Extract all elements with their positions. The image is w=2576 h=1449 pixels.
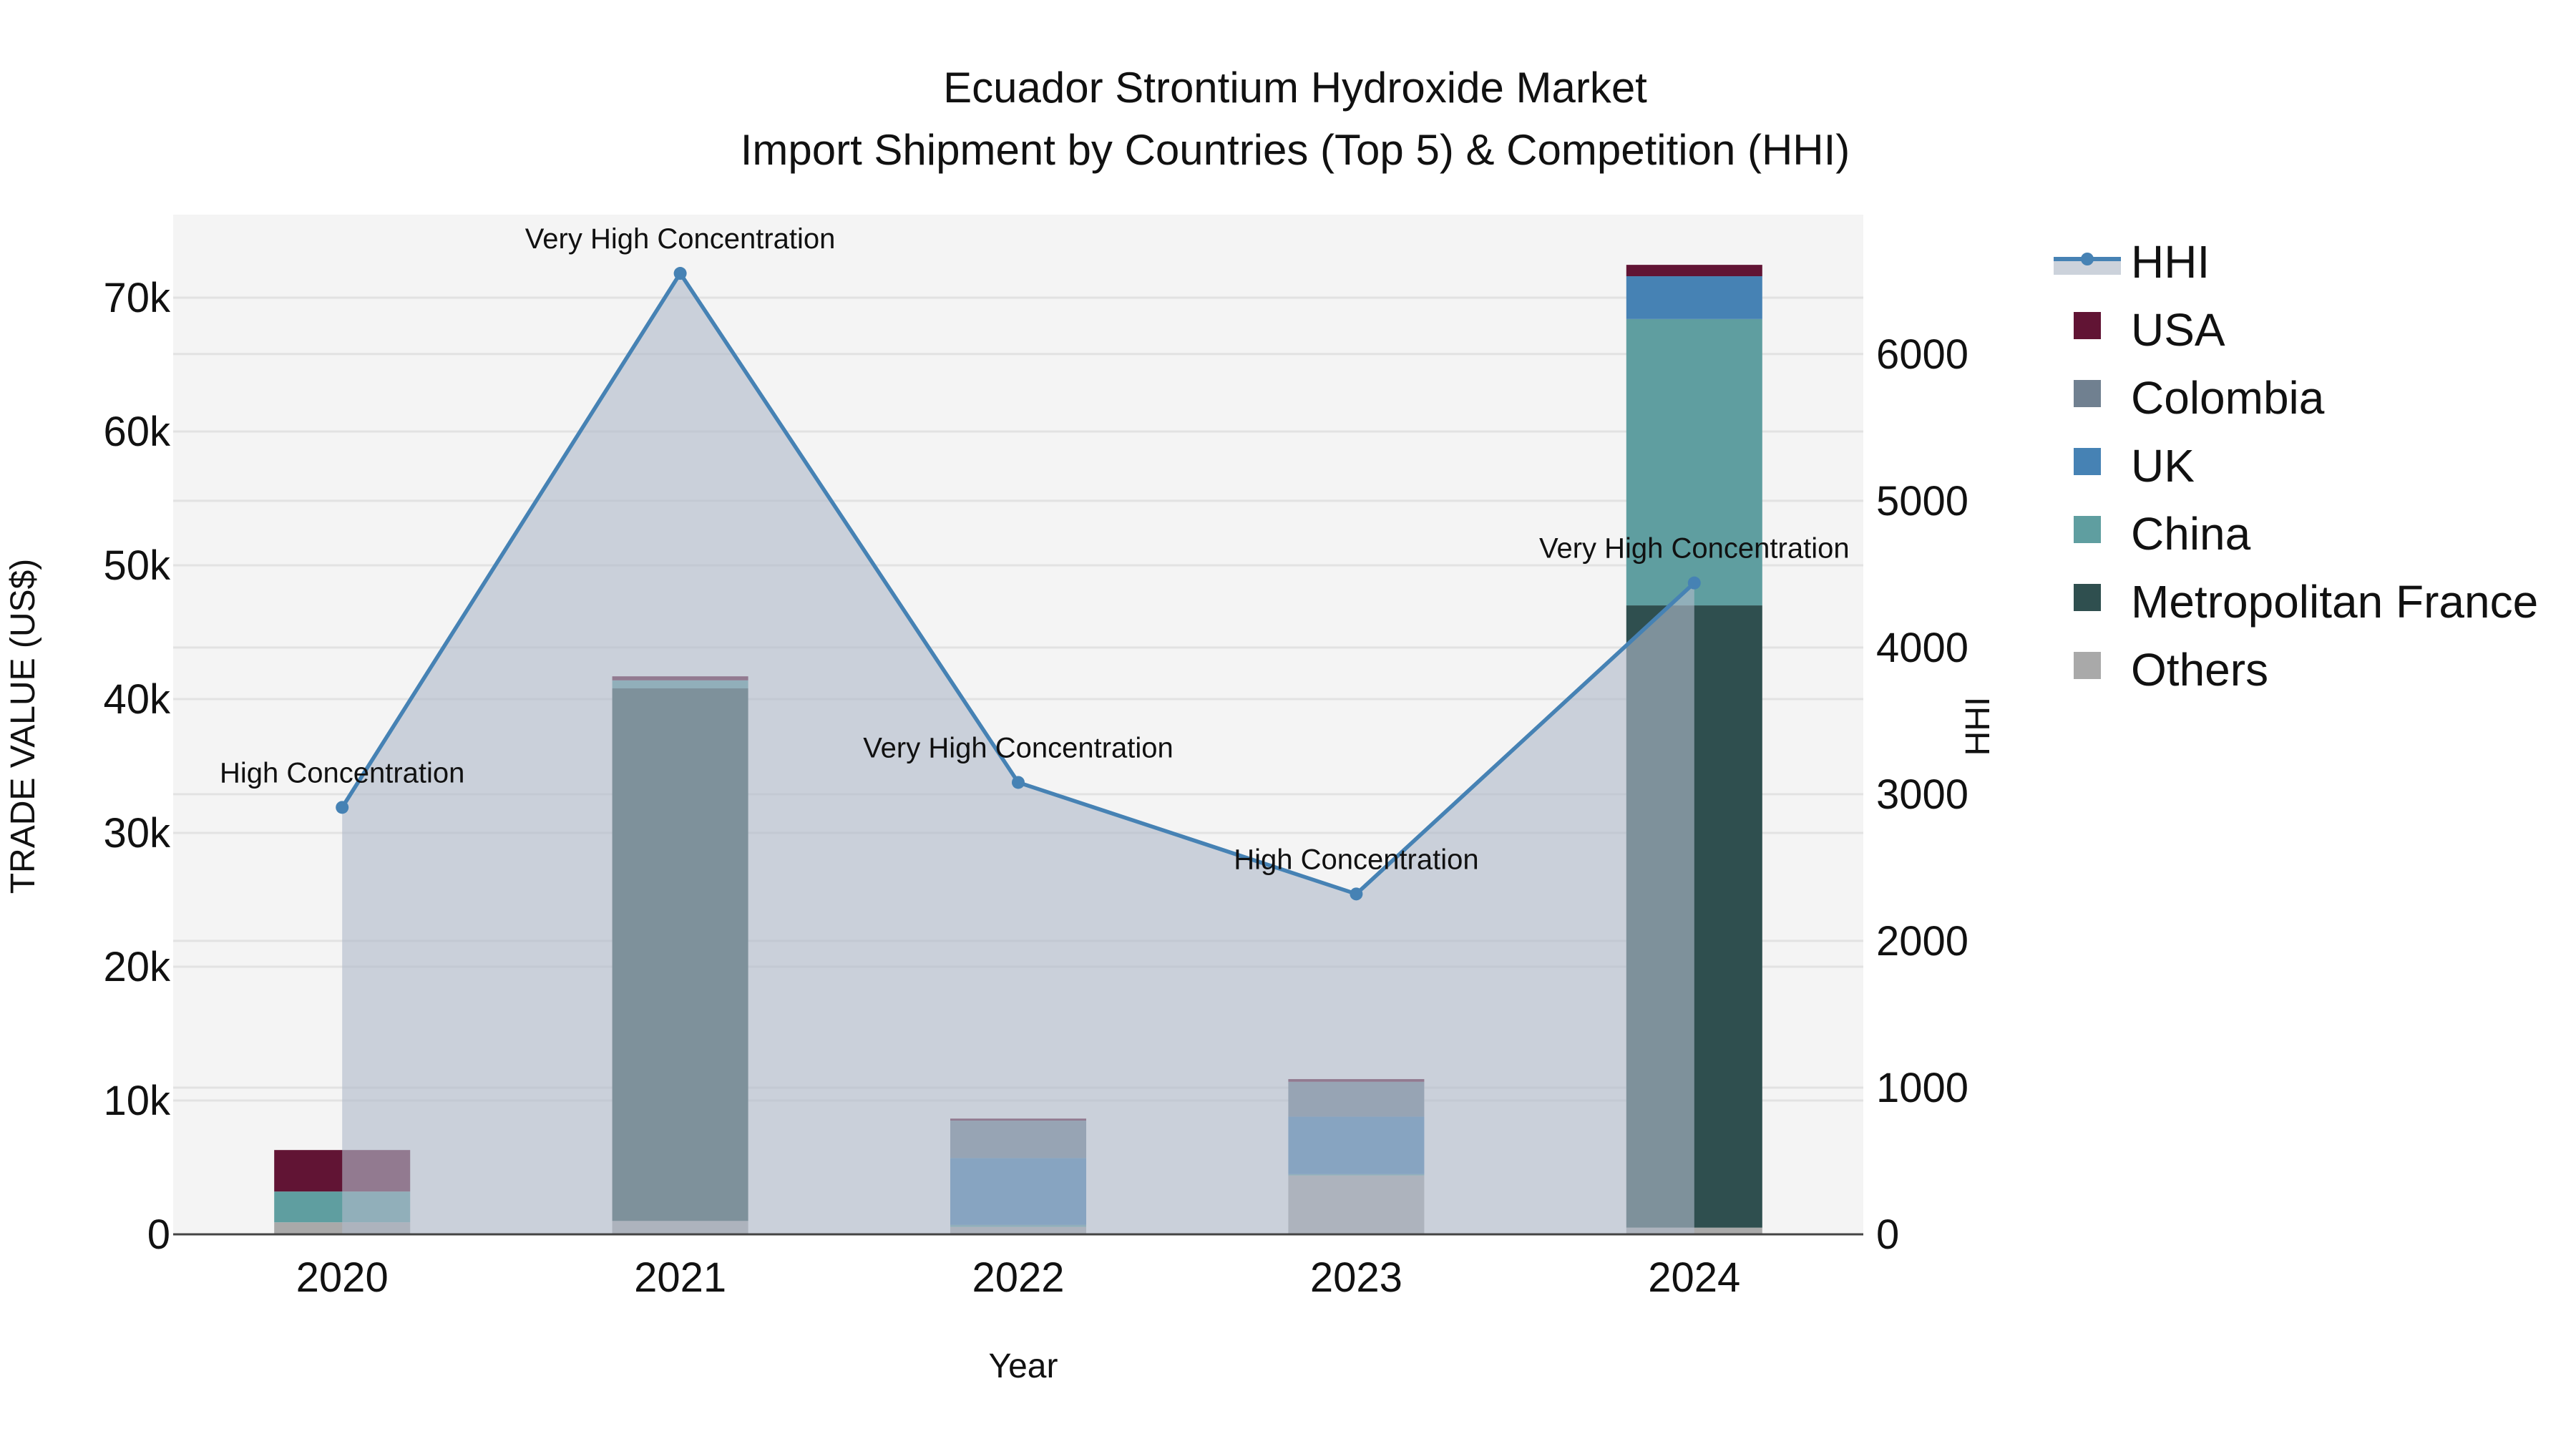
legend-swatch-icon (2074, 312, 2101, 339)
legend-swatch-icon (2074, 516, 2101, 543)
x-axis-title: Year (989, 1347, 1058, 1385)
y-axis-ticks: 0 10k 20k 30k 40k 50k 60k 70k (103, 275, 171, 1258)
legend-item-usa[interactable]: USA (2074, 304, 2225, 356)
hhi-annotation: High Concentration (1234, 844, 1478, 875)
legend-label: China (2131, 508, 2251, 560)
x-tick-label: 2023 (1310, 1254, 1402, 1301)
chart-title-line2: Import Shipment by Countries (Top 5) & C… (741, 126, 1850, 174)
y2-tick-label: 4000 (1876, 625, 1968, 671)
legend-item-hhi[interactable]: HHI (2054, 236, 2210, 288)
hhi-point[interactable] (336, 801, 349, 814)
y2-tick-label: 6000 (1876, 331, 1968, 378)
legend-label: Others (2131, 644, 2268, 696)
hhi-annotation: High Concentration (220, 757, 464, 789)
legend: HHI USA Colombia UK China Metropolitan France… (2054, 236, 2538, 696)
hhi-area (342, 273, 1694, 1234)
hhi-point[interactable] (1012, 776, 1025, 789)
legend-label: UK (2131, 440, 2195, 492)
y2-tick-label: 5000 (1876, 478, 1968, 525)
y2-tick-label: 1000 (1876, 1065, 1968, 1111)
chart-title-line1: Ecuador Strontium Hydroxide Market (943, 64, 1647, 112)
legend-item-uk[interactable]: UK (2074, 440, 2195, 492)
legend-label: Colombia (2131, 372, 2325, 424)
hhi-annotations: High Concentration Very High Concentratio… (220, 223, 1850, 875)
legend-item-colombia[interactable]: Colombia (2074, 372, 2325, 424)
y2-axis-title: HHI (1959, 697, 1997, 756)
x-tick-label: 2022 (972, 1254, 1064, 1301)
bar-segment-china[interactable] (1626, 318, 1762, 606)
y-tick-label: 70k (103, 275, 171, 321)
legend-swatch-icon (2074, 584, 2101, 611)
x-tick-label: 2021 (634, 1254, 726, 1301)
bar-segment-usa[interactable] (1626, 265, 1762, 277)
y-tick-label: 60k (103, 409, 171, 455)
hhi-line (336, 267, 1701, 901)
legend-swatch-icon (2074, 652, 2101, 679)
y-tick-label: 10k (103, 1078, 171, 1124)
hhi-point[interactable] (1687, 576, 1701, 590)
y2-tick-label: 0 (1876, 1211, 1899, 1258)
legend-item-others[interactable]: Others (2074, 644, 2268, 696)
hhi-annotation: Very High Concentration (1539, 533, 1850, 565)
hhi-point[interactable] (1350, 887, 1363, 901)
legend-label: HHI (2131, 236, 2210, 288)
y2-tick-label: 3000 (1876, 771, 1968, 818)
y-tick-label: 40k (103, 676, 171, 723)
hhi-legend-fill-icon (2054, 259, 2121, 275)
hhi-annotation: Very High Concentration (863, 732, 1174, 763)
y-tick-label: 30k (103, 810, 171, 857)
y-tick-label: 20k (103, 944, 171, 990)
x-axis-ticks: 2020 2021 2022 2023 2024 (296, 1254, 1741, 1301)
hhi-point[interactable] (673, 267, 687, 280)
y-tick-label: 50k (103, 542, 171, 589)
hhi-area-fill (342, 273, 1694, 1234)
legend-item-metropolitan-france[interactable]: Metropolitan France (2074, 576, 2538, 628)
bar-segment-uk[interactable] (1626, 276, 1762, 319)
hhi-annotation: Very High Concentration (525, 223, 836, 255)
hhi-legend-marker-icon (2081, 253, 2094, 265)
legend-item-china[interactable]: China (2074, 508, 2251, 560)
x-tick-label: 2020 (296, 1254, 389, 1301)
y-axis-title: TRADE VALUE (US$) (4, 559, 42, 894)
legend-label: USA (2131, 304, 2225, 356)
legend-swatch-icon (2074, 448, 2101, 475)
y-tick-label: 0 (147, 1211, 170, 1258)
x-tick-label: 2024 (1648, 1254, 1740, 1301)
legend-swatch-icon (2074, 380, 2101, 407)
legend-label: Metropolitan France (2131, 576, 2538, 628)
y2-tick-label: 2000 (1876, 918, 1968, 965)
y2-axis-ticks: 0 1000 2000 3000 4000 5000 6000 (1876, 331, 1968, 1258)
